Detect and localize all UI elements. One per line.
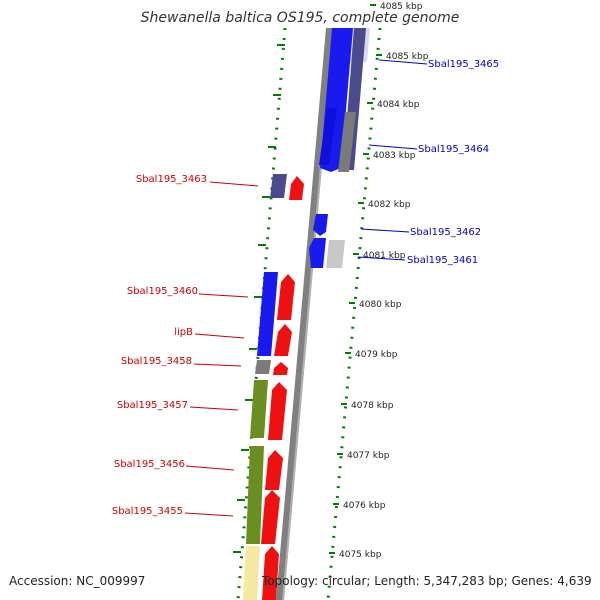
axis-tick-label: 4075 kbp [339, 550, 382, 560]
gene-block [313, 214, 328, 236]
axis-tick-label: 4080 kbp [359, 300, 402, 310]
gene-leader-line [378, 59, 428, 65]
gene-block [338, 112, 356, 172]
gene-leader-line [360, 228, 410, 233]
gene-block [246, 446, 264, 544]
gene-block [319, 108, 337, 165]
gene-label-left: lipB [174, 327, 193, 338]
gene-block [243, 546, 260, 600]
axis-ticks: 4085 kbp 4085 kbp 4084 kbp 4083 kbp 4082 kbp… [329, 2, 429, 560]
gene-leader-line [189, 406, 239, 411]
gene-label-right: Sbal195_3465 [428, 59, 499, 70]
gene-block [277, 274, 295, 320]
gene-block [289, 176, 304, 200]
gene-leader-line [368, 144, 418, 150]
gene-block [274, 324, 292, 356]
gene-block [250, 380, 268, 438]
gene-label-left: Sbal195_3460 [127, 286, 198, 297]
gene-block [273, 362, 288, 375]
gene-label-right: Sbal195_3464 [418, 144, 489, 155]
axis-tick-label: 4081 kbp [363, 251, 406, 261]
gene-label-left: Sbal195_3457 [117, 400, 188, 411]
gene-label-left: Sbal195_3456 [114, 459, 185, 470]
gene-label-right: Sbal195_3461 [407, 255, 478, 266]
gene-block [262, 546, 279, 600]
axis-tick-label: 4076 kbp [343, 501, 386, 511]
genome-summary: Topology: circular; Length: 5,347,283 bp… [262, 574, 592, 588]
gene-leader-line [194, 333, 245, 339]
gene-block [270, 174, 287, 198]
gene-block [326, 240, 345, 268]
axis-tick-label: 4082 kbp [368, 200, 411, 210]
gene-label-left: Sbal195_3458 [121, 356, 192, 367]
gene-leader-line [357, 256, 406, 261]
gene-label-left: Sbal195_3455 [112, 506, 183, 517]
gene-block [268, 382, 287, 440]
gene-block [257, 272, 278, 356]
gene-block [309, 238, 326, 268]
axis-tick-label: 4083 kbp [373, 151, 416, 161]
axis-tick-label: 4085 kbp [386, 52, 429, 62]
axis-tick-label: 4077 kbp [347, 451, 390, 461]
gene-leader-line [193, 363, 242, 367]
accession-label: Accession: NC_009997 [9, 574, 146, 588]
axis-tick-label: 4079 kbp [355, 350, 398, 360]
gene-leader-line [198, 293, 249, 298]
gene-block [255, 360, 271, 374]
gene-leader-line [209, 181, 259, 187]
gene-leader-line [184, 512, 234, 517]
gene-leader-line [185, 465, 235, 471]
gene-block [265, 450, 283, 490]
axis-tick-label: 4085 kbp [380, 2, 423, 12]
gene-block [261, 490, 280, 544]
gene-label-left: Sbal195_3463 [136, 174, 207, 185]
genome-backbone-highlight [282, 28, 334, 600]
axis-tick-label: 4084 kbp [377, 100, 420, 110]
gene-label-right: Sbal195_3462 [410, 227, 481, 238]
genome-title: Shewanella baltica OS195, complete genom… [140, 10, 460, 26]
axis-tick-label: 4078 kbp [351, 401, 394, 411]
